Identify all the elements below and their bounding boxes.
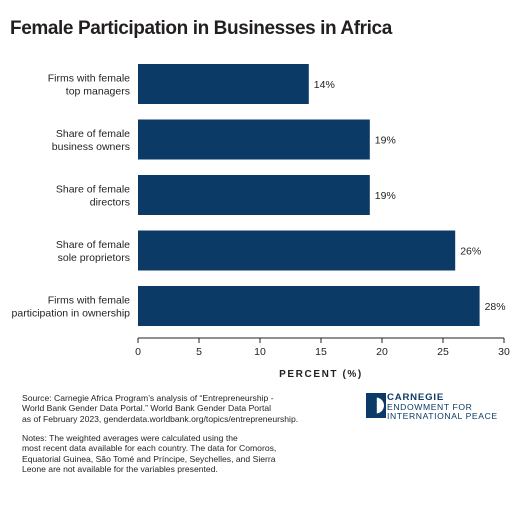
- x-tick-label: 30: [498, 346, 510, 358]
- logo-line-2: INTERNATIONAL PEACE: [387, 411, 498, 422]
- x-tick-label: 25: [437, 346, 449, 358]
- bar: [138, 175, 370, 215]
- bar-chart: 14% Firms with female top managers 19% Share…: [12, 64, 510, 380]
- bar: [138, 119, 370, 160]
- data-label: 28%: [485, 301, 506, 313]
- x-tick-label: 20: [376, 346, 388, 358]
- carnegie-emblem-icon: [366, 393, 386, 418]
- logo-line-1: ENDOWMENT FOR: [387, 401, 473, 412]
- chart-title: Female Participation in Businesses in Af…: [10, 18, 392, 39]
- category-label: Share of female business owners: [52, 128, 130, 153]
- logo-name: CARNEGIE: [387, 392, 445, 403]
- bar: [138, 286, 480, 326]
- x-tick-label: 10: [254, 346, 266, 358]
- x-tick-label: 5: [196, 346, 202, 358]
- bar: [138, 64, 309, 104]
- x-tick-label: 15: [315, 346, 327, 358]
- carnegie-logo: CARNEGIE ENDOWMENT FOR INTERNATIONAL PEA…: [366, 393, 516, 423]
- x-tick-label: 0: [135, 346, 141, 358]
- notes-text: Notes: The weighted averages were calcul…: [22, 433, 277, 475]
- category-label: Share of female directors: [56, 184, 130, 209]
- data-label: 19%: [375, 190, 396, 202]
- x-axis-label: PERCENT (%): [279, 369, 363, 380]
- category-label: Firms with female top managers: [48, 73, 130, 98]
- data-label: 19%: [375, 135, 396, 147]
- source-note: Source: Carnegie Africa Program’s analys…: [22, 393, 299, 424]
- data-label: 14%: [314, 79, 335, 91]
- bar: [138, 230, 456, 271]
- data-label: 26%: [460, 246, 481, 258]
- category-label: Share of female sole proprietors: [56, 239, 130, 264]
- category-label: Firms with female participation in owners…: [12, 295, 131, 320]
